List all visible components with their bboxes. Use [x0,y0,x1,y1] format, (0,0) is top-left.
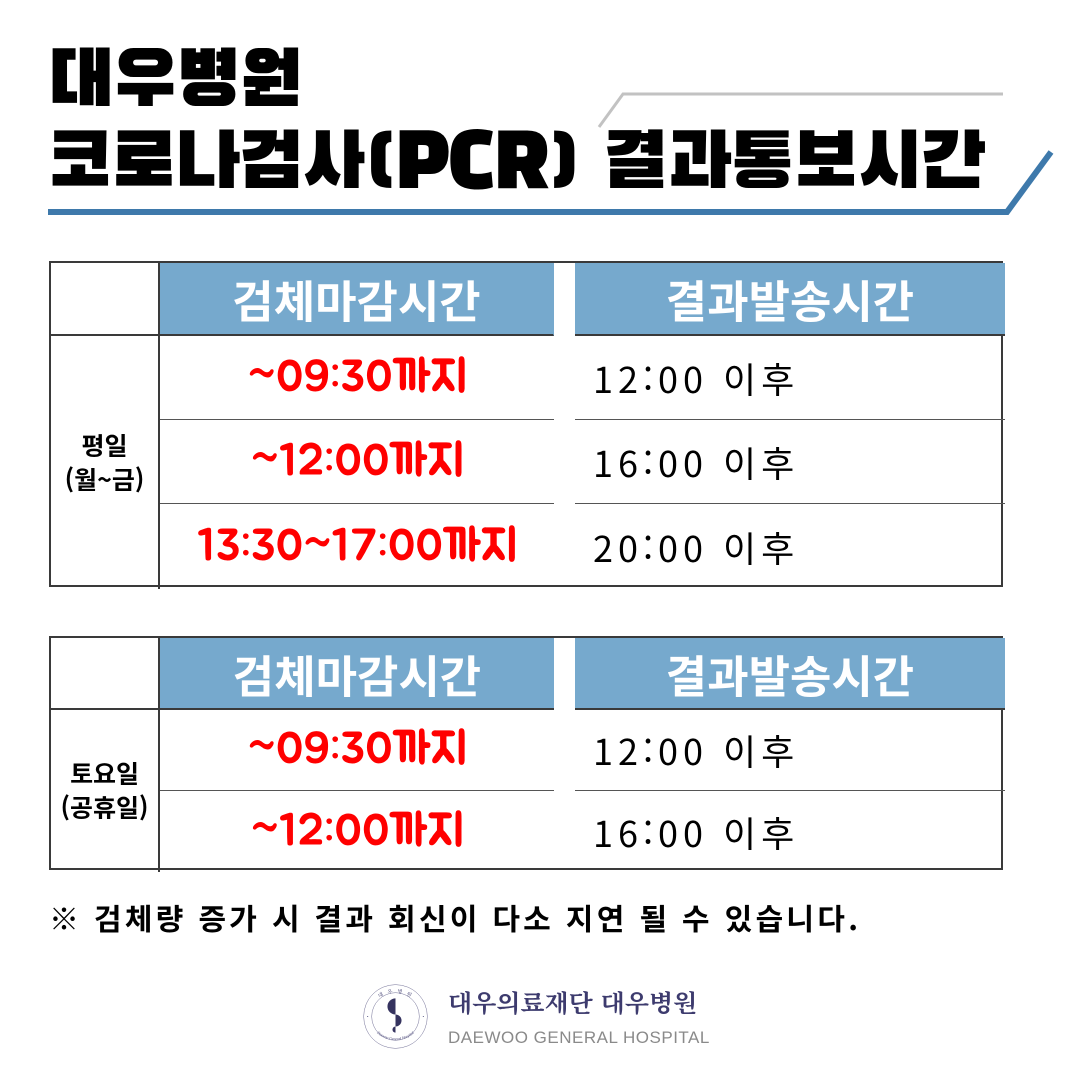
svg-text:대 우 병 원: 대 우 병 원 [377,988,414,1000]
